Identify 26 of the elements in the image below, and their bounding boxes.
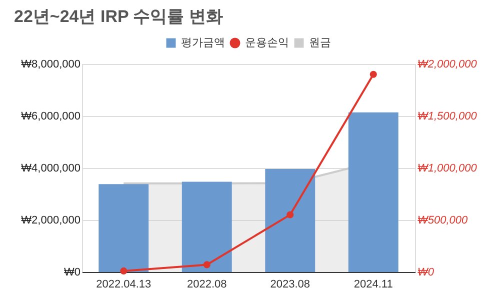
- y2-tick-label: ₩1,500,000: [418, 110, 478, 122]
- x-tick-label: 2022.04.13: [96, 278, 152, 290]
- legend-label: 평가금액: [181, 37, 225, 49]
- point: [203, 261, 210, 268]
- point: [370, 70, 377, 78]
- point: [286, 211, 294, 218]
- y-tick-label: ₩2,000,000: [21, 214, 80, 226]
- y-tick-label: ₩6,000,000: [21, 110, 80, 122]
- y2-tick-label: ₩1,000,000: [418, 162, 478, 174]
- legend-label: 원금: [309, 37, 331, 49]
- x-tick-label: 2023.08: [270, 278, 310, 290]
- y2-tick-label: ₩0: [418, 266, 435, 278]
- bar: [182, 182, 232, 272]
- y2-tick-label: ₩500,000: [418, 214, 469, 226]
- chart-title: 22년~24년 IRP 수익률 변화: [14, 7, 223, 26]
- bar: [98, 184, 149, 272]
- bar: [265, 169, 316, 272]
- bar: [348, 112, 398, 272]
- y-tick-label: ₩4,000,000: [21, 162, 80, 174]
- y-tick-label: ₩0: [64, 266, 80, 278]
- y2-tick-label: ₩2,000,000: [418, 58, 478, 70]
- x-tick-label: 2024.11: [354, 278, 393, 290]
- legend-label: 운용손익: [245, 37, 289, 49]
- x-tick-label: 2022.08: [186, 278, 227, 290]
- point: [120, 267, 128, 274]
- y-tick-label: ₩8,000,000: [21, 58, 80, 70]
